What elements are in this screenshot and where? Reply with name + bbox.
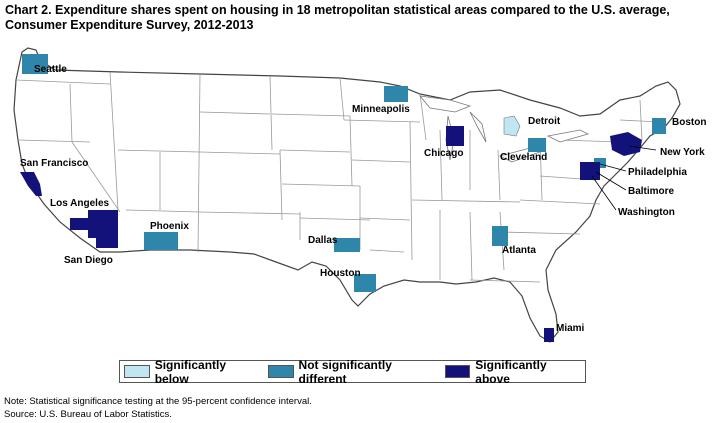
label-dallas: Dallas [308, 235, 338, 246]
metro-san-diego[interactable] [96, 236, 118, 248]
label-san-francisco: San Francisco [20, 158, 88, 169]
label-detroit: Detroit [528, 116, 561, 127]
leader-lines [591, 145, 657, 211]
label-boston: Boston [672, 117, 706, 128]
metro-dallas[interactable] [334, 238, 360, 252]
footnotes: Note: Statistical significance testing a… [4, 395, 312, 421]
legend-item-below: Significantly below [124, 358, 254, 386]
metro-baltimore-washington[interactable] [580, 162, 600, 180]
metro-san-francisco[interactable] [20, 172, 42, 196]
us-map: Seattle San Francisco Los Angeles San Di… [13, 47, 706, 343]
label-atlanta: Atlanta [502, 245, 536, 256]
legend-swatch-not-different [267, 365, 294, 378]
label-cleveland: Cleveland [500, 152, 547, 163]
metro-cleveland[interactable] [528, 138, 546, 152]
metro-houston[interactable] [354, 274, 376, 292]
label-phoenix: Phoenix [150, 221, 189, 232]
legend-label-above: Significantly above [475, 357, 547, 386]
label-minneapolis: Minneapolis [352, 104, 410, 115]
labels: Seattle San Francisco Los Angeles San Di… [20, 64, 706, 334]
source-text: Source: U.S. Bureau of Labor Statistics. [4, 409, 172, 420]
label-baltimore: Baltimore [628, 186, 675, 197]
metro-los-angeles[interactable] [70, 210, 118, 238]
metro-chicago[interactable] [446, 126, 464, 146]
metro-detroit[interactable] [503, 115, 521, 137]
note-text: Note: Statistical significance testing a… [4, 396, 312, 407]
label-philadelphia: Philadelphia [628, 167, 687, 178]
metro-new-york[interactable] [610, 132, 642, 156]
metro-boston[interactable] [652, 118, 666, 134]
us-outline [13, 47, 681, 343]
legend-item-not-different: Not significantly different [267, 357, 431, 386]
label-los-angeles: Los Angeles [50, 198, 110, 209]
label-houston: Houston [320, 268, 361, 279]
legend-swatch-below [124, 365, 150, 378]
label-san-diego: San Diego [64, 255, 113, 266]
label-miami: Miami [556, 323, 585, 334]
legend-label-not-different: Not significantly different [298, 357, 392, 386]
chart-title: Chart 2. Expenditure shares spent on hou… [5, 3, 670, 32]
label-seattle: Seattle [34, 64, 67, 75]
legend-label-below: Significantly below [154, 357, 227, 386]
label-washington: Washington [618, 207, 675, 218]
legend-swatch-above [444, 365, 471, 378]
legend: Significantly below Not significantly di… [119, 357, 586, 386]
metro-miami[interactable] [544, 328, 554, 342]
metro-atlanta[interactable] [492, 226, 508, 246]
label-new-york: New York [660, 147, 705, 158]
legend-item-above: Significantly above [444, 357, 575, 386]
metro-minneapolis[interactable] [384, 86, 408, 102]
label-chicago: Chicago [424, 148, 463, 159]
metro-seattle[interactable] [22, 54, 48, 74]
metro-phoenix[interactable] [144, 232, 178, 250]
